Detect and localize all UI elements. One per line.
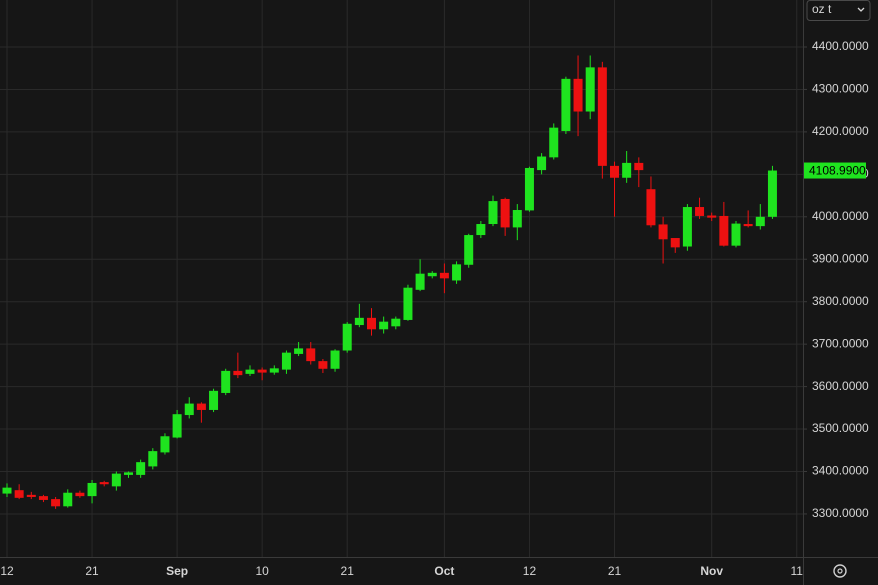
candle-body [439, 272, 449, 279]
candle-body [14, 490, 24, 498]
y-tick-label: 4300.0000 [812, 82, 869, 96]
x-tick-label: Nov [700, 564, 723, 578]
candle-body [670, 238, 680, 248]
settings-button[interactable] [833, 564, 847, 578]
candle-body [500, 198, 510, 228]
candle-body [148, 451, 158, 467]
candle-body [488, 201, 498, 225]
candle-body [26, 494, 36, 497]
y-tick-label: 3500.0000 [812, 421, 869, 435]
candle-body [354, 317, 364, 326]
candle-body [549, 127, 559, 158]
candle-body [610, 165, 619, 178]
unit-dropdown[interactable]: oz t [806, 0, 871, 21]
candle-body [38, 496, 48, 500]
candle-body [731, 223, 741, 246]
candle-body [682, 207, 692, 247]
candle-body [51, 499, 61, 507]
candle-body [342, 323, 352, 351]
y-tick-label: 3600.0000 [812, 379, 869, 393]
candle-body [622, 162, 632, 178]
candle-body [658, 224, 668, 240]
candle-body [524, 167, 534, 211]
candle-body [391, 318, 401, 327]
candle-body [136, 462, 146, 475]
x-tick-label: 21 [341, 564, 355, 578]
candle-body [597, 67, 607, 166]
candle-body [2, 487, 12, 494]
y-tick-label: 3300.0000 [812, 506, 869, 520]
y-tick-label: 3800.0000 [812, 294, 869, 308]
candle-body [330, 350, 340, 369]
x-tick-label: Oct [434, 564, 454, 578]
candle-body [209, 390, 219, 410]
candle-body [124, 472, 133, 475]
candle-body [415, 273, 425, 290]
candle-body [707, 215, 717, 218]
candle-body [695, 207, 705, 216]
candle-body [75, 492, 85, 497]
candle-body [111, 473, 121, 487]
candle-body [172, 414, 182, 438]
candle-body [573, 78, 583, 112]
candle-body [269, 368, 279, 373]
candle-body [294, 348, 304, 354]
dropdown-label[interactable]: oz t [812, 2, 832, 16]
y-tick-label: 3700.0000 [812, 336, 869, 350]
candle-body [257, 369, 267, 373]
candle-body [585, 67, 595, 112]
candle-body [755, 216, 765, 227]
settings-icon[interactable] [833, 564, 847, 578]
candle-body [87, 482, 97, 497]
candle-body [160, 436, 170, 453]
candle-body [367, 317, 376, 330]
candle-body [452, 264, 462, 281]
candle-body [767, 170, 777, 217]
candle-body [561, 78, 571, 132]
candle-body [403, 287, 413, 320]
axis-layer: 3300.0000 3400.0000 3500.0000 3600.0000 3700… [0, 39, 869, 578]
candle-body [196, 403, 206, 410]
x-tick-label: 21 [608, 564, 622, 578]
x-tick-label: 12 [523, 564, 537, 578]
y-tick-label: 3400.0000 [812, 464, 869, 478]
candle-body [99, 482, 109, 485]
x-tick-label: 11 [791, 564, 804, 578]
candle-body [281, 352, 291, 370]
candle-body [646, 189, 656, 226]
candle-body [379, 321, 389, 330]
candle-body [221, 370, 231, 393]
y-tick-label: 4000.0000 [812, 209, 869, 223]
candle-body [306, 348, 316, 362]
candle-body [719, 215, 729, 246]
candle-body [233, 370, 243, 376]
candle-body [743, 224, 753, 227]
last-price-label: 4108.9900 [809, 164, 866, 178]
candle-body [512, 210, 522, 228]
candle-body [537, 156, 547, 171]
dropdown-chevron[interactable] [857, 7, 865, 12]
last-price-box [804, 162, 866, 179]
candle-body [318, 361, 328, 369]
x-tick-label: Sep [166, 564, 188, 578]
candle-body [245, 369, 255, 374]
candle-body [464, 235, 474, 265]
settings-icon-center[interactable] [837, 568, 843, 574]
candle-body [63, 492, 73, 507]
x-tick-label: 12 [0, 564, 14, 578]
candle-body [634, 162, 644, 171]
candle-body [427, 272, 437, 277]
candle-body [184, 403, 194, 416]
y-tick-label: 4400.0000 [812, 39, 869, 53]
y-tick-label: 4200.0000 [812, 124, 869, 138]
y-tick-label: 3900.0000 [812, 251, 869, 265]
candle-body [476, 224, 486, 236]
x-tick-label: 21 [85, 564, 99, 578]
candle-layer [2, 55, 777, 509]
x-tick-label: 10 [255, 564, 269, 578]
dropdown-box[interactable] [806, 0, 871, 21]
